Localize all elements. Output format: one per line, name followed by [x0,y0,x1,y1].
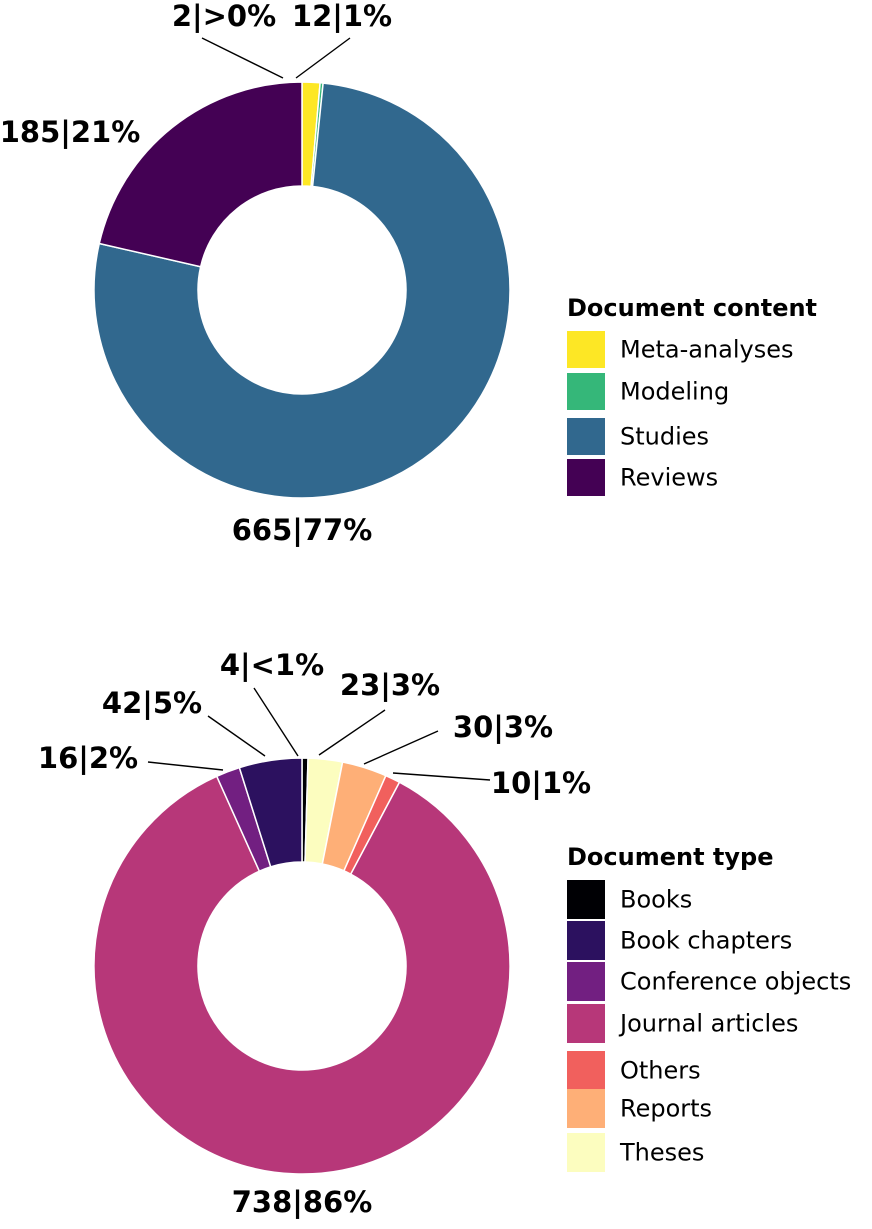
legend-swatch-theses [567,1133,605,1172]
leader-line-reports [363,730,439,765]
legend-label-book-chapters: Book chapters [620,927,792,955]
leader-line-modeling [201,37,284,79]
legend-label-studies: Studies [620,423,709,451]
slice-label-journal-articles: 738|86% [232,1185,373,1219]
legend-label-journal-articles: Journal articles [618,1010,798,1038]
legend-swatch-journal-articles [567,1004,605,1043]
legend-title: Document content [567,294,817,322]
slice-label-others: 10|1% [491,766,591,800]
legend-swatch-modeling [567,373,605,410]
slice-label-books: 4|<1% [220,648,324,682]
document-type-chart: 4|<1% 42|5% 16|2% 738|86% 10|1% 30|3% 23|3% Doc… [38,648,851,1219]
leader-line-book-chapters [207,715,266,757]
leader-line-meta-analyses [295,37,351,79]
leader-line-books [253,687,299,757]
legend-label-conference-objects: Conference objects [620,968,851,996]
legend-swatch-reports [567,1089,605,1128]
legend-swatch-conference-objects [567,962,605,1001]
leader-line-conference-objects [147,761,224,771]
legend-swatch-book-chapters [567,921,605,960]
legend-label-others: Others [620,1057,701,1085]
legend-swatch-reviews [567,459,605,496]
slice-label-reports: 30|3% [453,710,553,744]
legend-label-reports: Reports [620,1095,712,1123]
legend-label-meta-analyses: Meta-analyses [620,336,794,364]
legend-label-books: Books [620,886,692,914]
legend-title: Document type [567,843,774,871]
slice-studies [93,82,511,499]
legend-swatch-studies [567,418,605,455]
slice-book-chapters [238,757,303,868]
legend-swatch-others [567,1051,605,1090]
legend-label-theses: Theses [619,1139,704,1167]
document-content-chart: 12|1% 2|>0% 665|77% 185|21% Document content… [0,0,817,547]
legend-swatch-meta-analyses [567,331,605,368]
slice-label-studies: 665|77% [232,513,373,547]
leader-line-others [392,772,491,781]
slice-journal-articles [93,775,511,1175]
legend-label-modeling: Modeling [620,378,729,406]
legend-swatch-books [567,880,605,919]
slice-label-reviews: 185|21% [0,115,140,149]
slice-label-theses: 23|3% [340,668,440,702]
slice-label-book-chapters: 42|5% [102,686,202,720]
slice-label-conference-objects: 16|2% [38,741,138,775]
slice-label-meta-analyses: 12|1% [292,0,392,33]
legend-label-reviews: Reviews [620,464,718,492]
slice-reviews [98,81,303,268]
slice-label-modeling: 2|>0% [172,0,276,33]
leader-line-theses [318,709,386,756]
